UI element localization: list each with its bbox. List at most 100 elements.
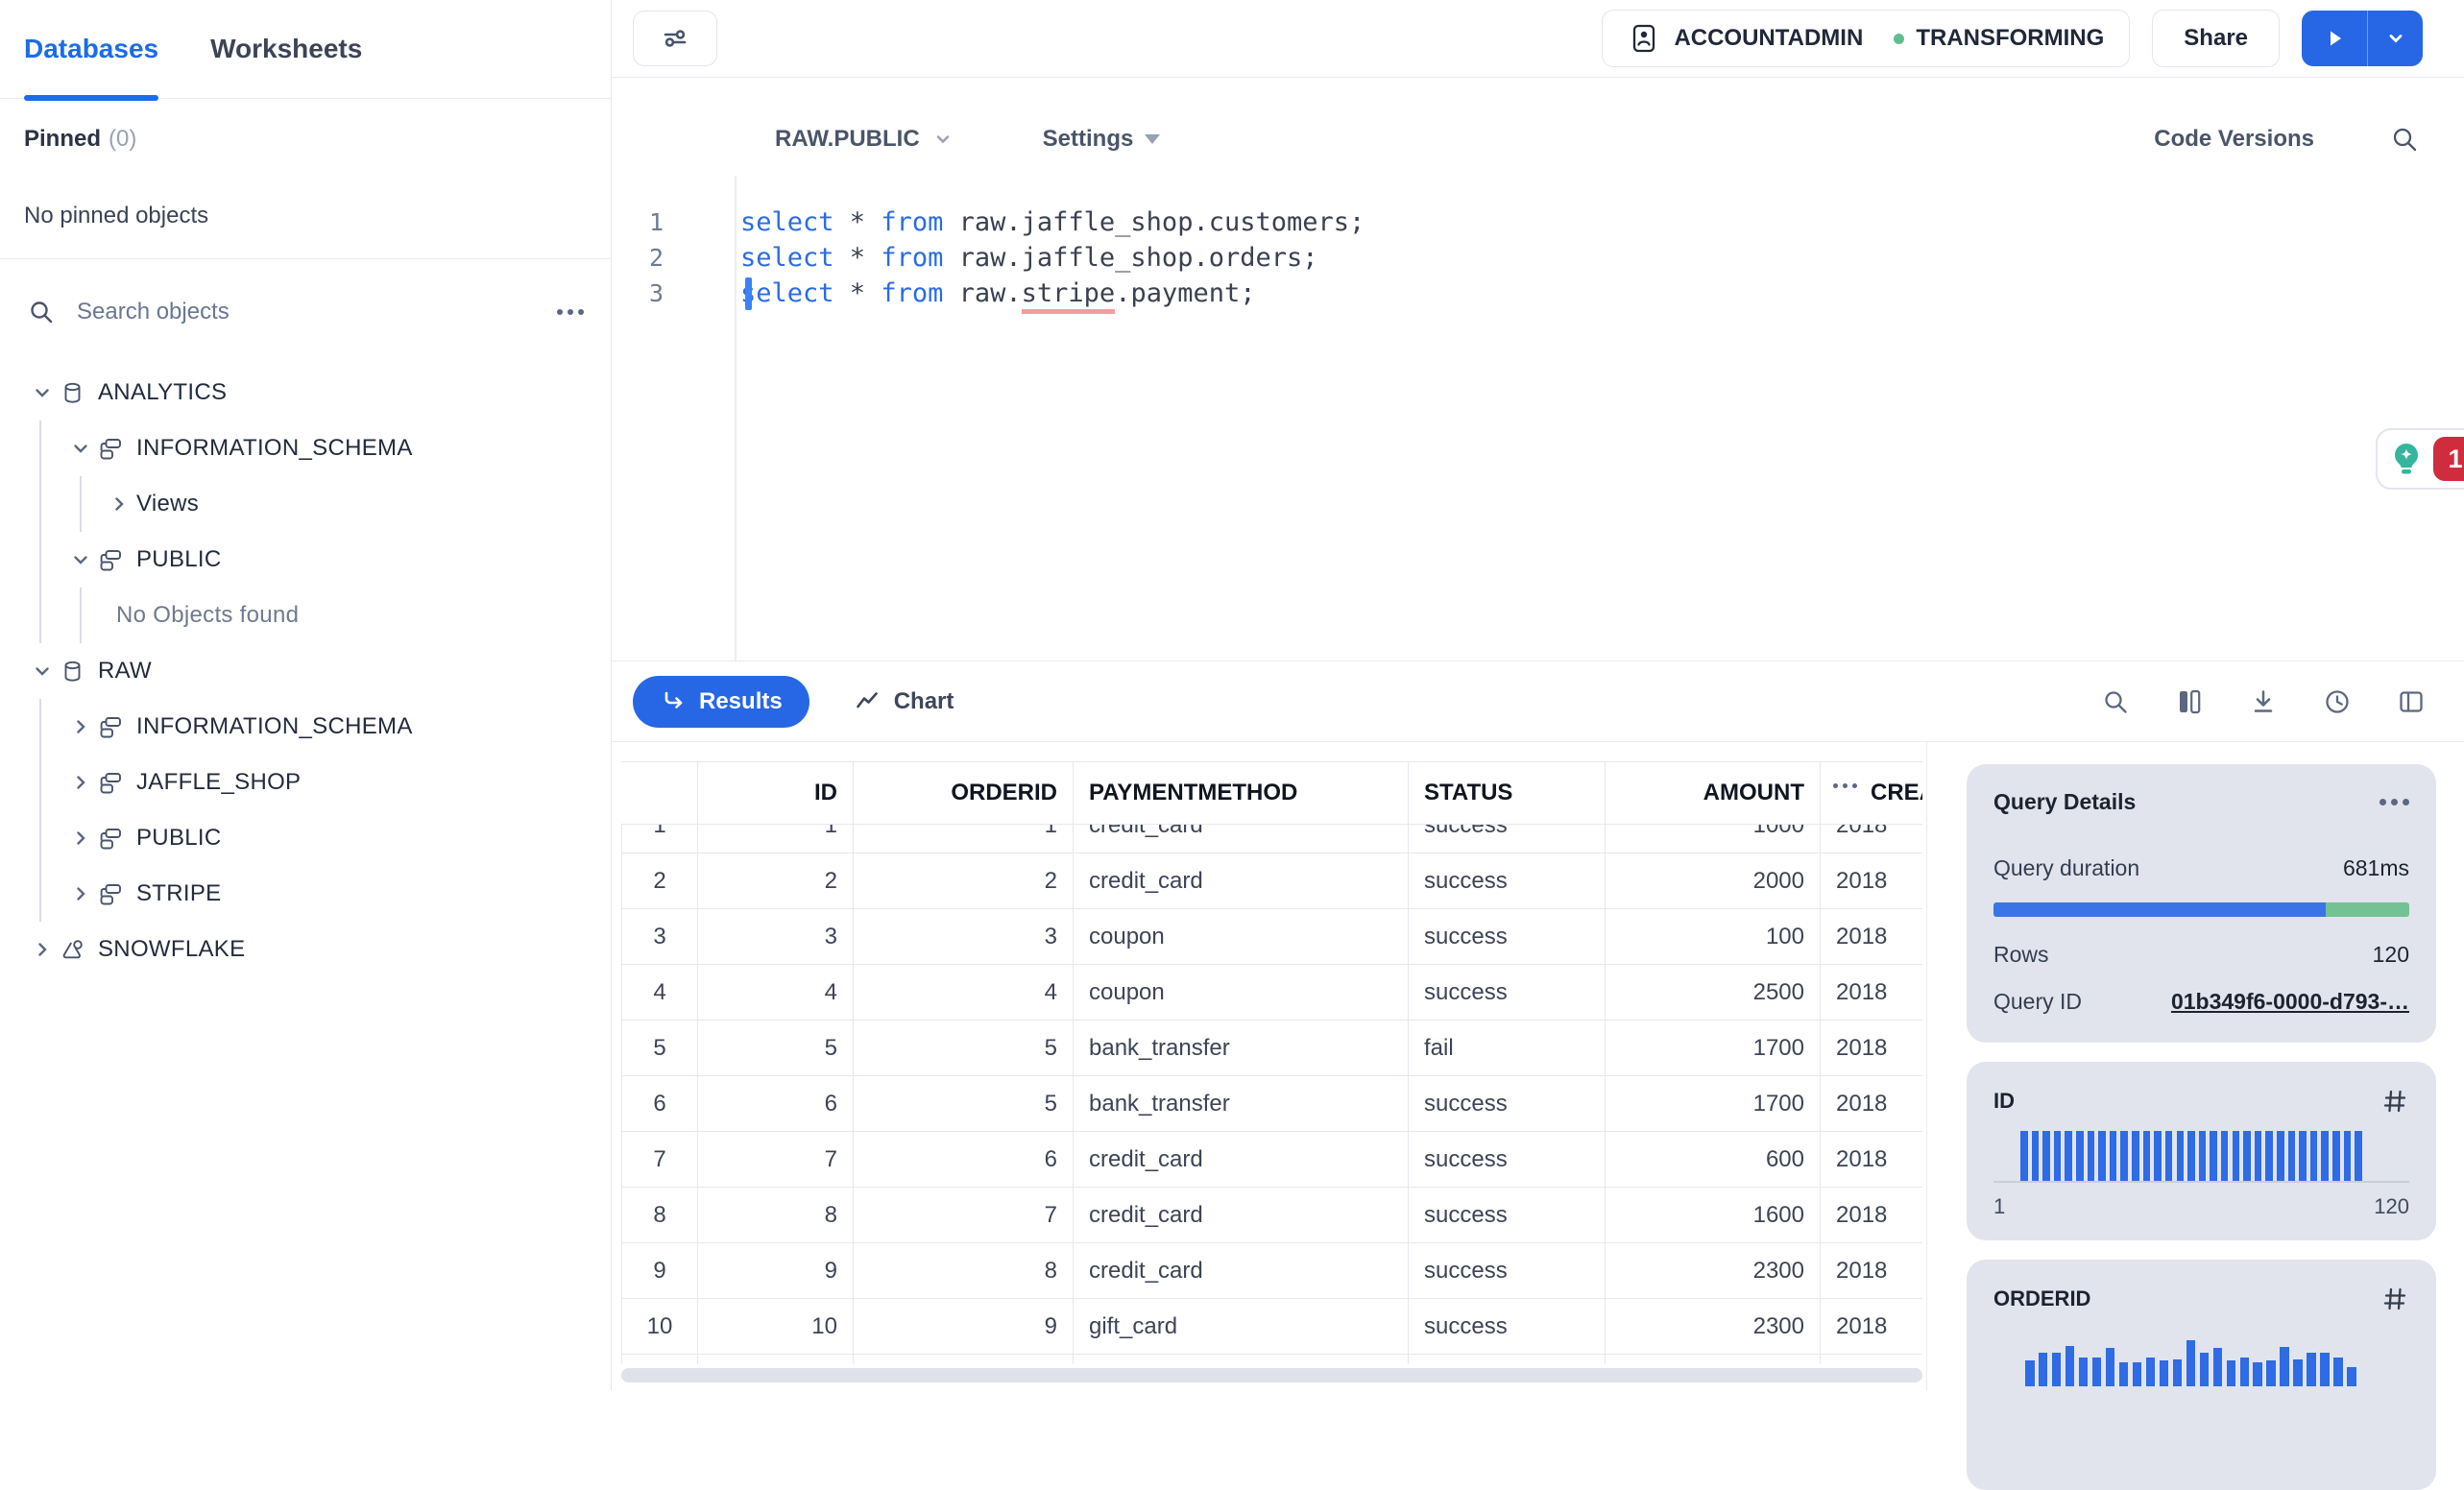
settings-dropdown[interactable]: Settings — [1043, 126, 1161, 153]
table-cell[interactable]: 6 — [854, 1132, 1074, 1188]
tree-item-public[interactable]: PUBLIC — [0, 532, 611, 588]
table-cell[interactable]: 8 — [854, 1243, 1074, 1299]
layout-icon[interactable] — [2397, 687, 2426, 716]
download-icon[interactable] — [2249, 687, 2278, 716]
object-search[interactable]: Search objects — [0, 259, 611, 365]
table-cell[interactable]: 1 — [854, 825, 1074, 853]
table-cell[interactable]: 2018 — [1821, 1188, 1922, 1243]
table-cell[interactable]: 2018 — [1821, 1076, 1922, 1132]
table-cell[interactable]: 2018 — [1821, 1243, 1922, 1299]
search-icon[interactable] — [2101, 687, 2130, 716]
table-cell[interactable]: 6 — [698, 1076, 854, 1132]
table-cell[interactable] — [1821, 1355, 1922, 1364]
query-id-link[interactable]: 01b349f6-0000-d793-… — [2170, 989, 2409, 1014]
table-cell[interactable]: 2000 — [1606, 853, 1821, 909]
session-context-button[interactable]: ACCOUNTADMIN TRANSFORMING — [1602, 10, 2131, 67]
copilot-suggestion-pill[interactable]: 1 — [2376, 428, 2464, 490]
row-number[interactable] — [621, 1355, 698, 1364]
sidebar-more-icon[interactable] — [557, 309, 584, 315]
hash-icon[interactable] — [2380, 1285, 2409, 1313]
table-cell[interactable]: 5 — [854, 1021, 1074, 1076]
table-cell[interactable] — [854, 1355, 1074, 1364]
table-cell[interactable]: credit_card — [1074, 1188, 1409, 1243]
tree-item-public[interactable]: PUBLIC — [0, 810, 611, 866]
table-cell[interactable]: 2018 — [1821, 909, 1922, 965]
table-cell[interactable]: 600 — [1606, 1132, 1821, 1188]
share-button[interactable]: Share — [2152, 10, 2280, 67]
table-cell[interactable]: success — [1409, 1243, 1606, 1299]
table-cell[interactable]: 3 — [854, 909, 1074, 965]
table-cell[interactable]: 5 — [854, 1076, 1074, 1132]
chevron-down-icon[interactable] — [63, 548, 98, 571]
table-cell[interactable]: 2 — [698, 853, 854, 909]
table-cell[interactable]: 7 — [698, 1132, 854, 1188]
column-menu-icon[interactable] — [1833, 783, 1857, 788]
tree-item-analytics[interactable]: ANALYTICS — [0, 365, 611, 421]
table-row[interactable] — [621, 1355, 1922, 1364]
table-row[interactable]: 7 7 6 credit_card success 600 2018 — [621, 1132, 1922, 1188]
table-cell[interactable]: 100 — [1606, 909, 1821, 965]
table-cell[interactable]: gift_card — [1074, 1299, 1409, 1355]
tree-item-raw[interactable]: RAW — [0, 643, 611, 699]
table-cell[interactable]: success — [1409, 825, 1606, 853]
table-cell[interactable]: 2018 — [1821, 1021, 1922, 1076]
tab-chart[interactable]: Chart — [854, 688, 954, 715]
row-number[interactable]: 1 — [621, 825, 698, 853]
run-options-button[interactable] — [2367, 11, 2423, 66]
table-cell[interactable]: credit_card — [1074, 853, 1409, 909]
column-header-created[interactable]: CREATED — [1821, 762, 1922, 824]
code-line-2[interactable]: 2 select * from raw.jaffle_shop.orders; — [612, 240, 2464, 276]
history-icon[interactable] — [2323, 687, 2352, 716]
table-cell[interactable]: fail — [1409, 1021, 1606, 1076]
row-number[interactable]: 10 — [621, 1299, 698, 1355]
table-row[interactable]: 5 5 5 bank_transfer fail 1700 2018 — [621, 1021, 1922, 1076]
table-cell[interactable]: 1700 — [1606, 1021, 1821, 1076]
table-cell[interactable]: bank_transfer — [1074, 1076, 1409, 1132]
table-row[interactable]: 6 6 5 bank_transfer success 1700 2018 — [621, 1076, 1922, 1132]
table-cell[interactable] — [1074, 1355, 1409, 1364]
chevron-down-icon[interactable] — [63, 437, 98, 460]
table-cell[interactable] — [1606, 1355, 1821, 1364]
table-row[interactable]: 1 1 1 credit_card success 1000 2018 — [621, 825, 1922, 853]
columns-icon[interactable] — [2175, 687, 2204, 716]
table-cell[interactable]: 8 — [698, 1188, 854, 1243]
row-number[interactable]: 4 — [621, 965, 698, 1021]
chevron-right-icon[interactable] — [63, 882, 98, 905]
table-cell[interactable]: success — [1409, 1188, 1606, 1243]
table-cell[interactable]: 2018 — [1821, 1132, 1922, 1188]
table-cell[interactable]: 7 — [854, 1188, 1074, 1243]
chevron-right-icon[interactable] — [25, 938, 60, 961]
tree-item-snowflake[interactable]: SNOWFLAKE — [0, 922, 611, 977]
table-cell[interactable]: 9 — [698, 1243, 854, 1299]
code-line-1[interactable]: 1 select * from raw.jaffle_shop.customers… — [612, 204, 2464, 240]
column-header-id[interactable]: ID — [698, 762, 854, 824]
row-number[interactable]: 7 — [621, 1132, 698, 1188]
table-cell[interactable] — [698, 1355, 854, 1364]
tree-item-information-schema[interactable]: INFORMATION_SCHEMA — [0, 421, 611, 476]
database-context-selector[interactable]: RAW.PUBLIC — [775, 126, 954, 153]
table-cell[interactable]: credit_card — [1074, 1132, 1409, 1188]
tree-item-views[interactable]: Views — [0, 476, 611, 532]
table-cell[interactable]: 2 — [854, 853, 1074, 909]
table-cell[interactable]: 10 — [698, 1299, 854, 1355]
chevron-right-icon[interactable] — [63, 715, 98, 738]
tab-databases[interactable]: Databases — [24, 0, 159, 101]
column-header-paymentmethod[interactable]: PAYMENTMETHOD — [1074, 762, 1409, 824]
table-cell[interactable] — [1409, 1355, 1606, 1364]
tab-worksheets[interactable]: Worksheets — [210, 34, 363, 63]
tab-results[interactable]: Results — [633, 675, 809, 728]
table-cell[interactable]: 5 — [698, 1021, 854, 1076]
row-number[interactable]: 8 — [621, 1188, 698, 1243]
table-cell[interactable]: coupon — [1074, 909, 1409, 965]
column-header-amount[interactable]: AMOUNT — [1606, 762, 1821, 824]
table-cell[interactable]: 4 — [854, 965, 1074, 1021]
table-cell[interactable]: bank_transfer — [1074, 1021, 1409, 1076]
table-cell[interactable]: 2300 — [1606, 1299, 1821, 1355]
table-cell[interactable]: 2018 — [1821, 853, 1922, 909]
chevron-right-icon[interactable] — [63, 827, 98, 850]
chevron-down-icon[interactable] — [25, 381, 60, 404]
worksheet-options-button[interactable] — [633, 11, 717, 66]
table-cell[interactable]: credit_card — [1074, 825, 1409, 853]
table-cell[interactable]: 2018 — [1821, 1299, 1922, 1355]
table-cell[interactable]: 4 — [698, 965, 854, 1021]
